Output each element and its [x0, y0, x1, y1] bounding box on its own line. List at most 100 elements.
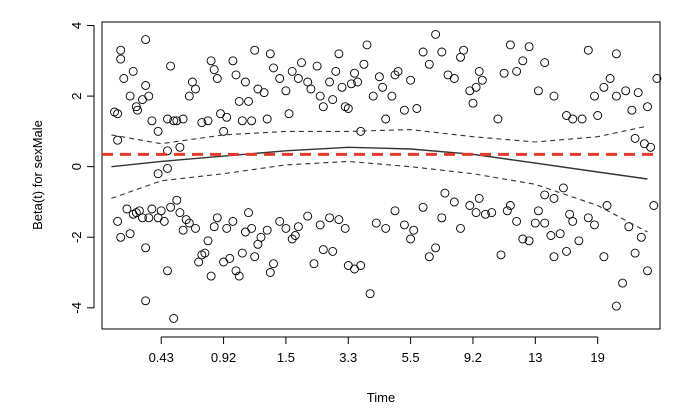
data-point	[209, 65, 219, 75]
data-point	[331, 66, 341, 76]
data-point	[116, 54, 126, 64]
data-point	[350, 68, 359, 78]
data-point	[590, 220, 599, 230]
data-point	[306, 84, 316, 94]
data-point	[611, 49, 621, 59]
data-point	[459, 45, 469, 55]
y-tick-label: -4	[69, 302, 84, 314]
data-point	[275, 216, 285, 226]
data-point	[219, 126, 229, 136]
data-point	[505, 201, 515, 210]
data-point	[128, 209, 138, 219]
data-point	[636, 232, 646, 242]
data-point	[116, 45, 126, 55]
data-point	[231, 266, 241, 276]
data-point	[212, 213, 222, 223]
data-point	[147, 204, 157, 214]
data-point	[138, 213, 147, 223]
data-point	[265, 49, 275, 59]
data-point	[630, 248, 640, 258]
data-point	[346, 79, 356, 89]
data-point	[627, 105, 637, 115]
data-point	[583, 45, 593, 55]
data-point	[406, 75, 416, 85]
data-point	[431, 29, 441, 39]
data-point	[197, 118, 207, 128]
data-point	[110, 107, 119, 117]
data-point	[502, 206, 512, 216]
data-point	[212, 74, 222, 83]
y-axis: -4 -2 0 2 4	[69, 22, 95, 314]
data-point	[315, 91, 325, 101]
data-point	[337, 82, 347, 92]
data-point	[474, 193, 484, 203]
data-point	[334, 49, 344, 59]
data-point	[574, 236, 584, 246]
data-point	[287, 234, 297, 244]
data-point	[624, 222, 634, 232]
data-point	[287, 66, 297, 76]
data-point	[172, 195, 182, 205]
data-point	[633, 88, 643, 98]
data-point	[147, 116, 157, 126]
data-point	[256, 232, 266, 242]
data-point	[599, 252, 609, 262]
data-point	[113, 135, 123, 145]
data-point	[315, 220, 325, 230]
data-point	[449, 197, 459, 207]
data-point	[244, 96, 253, 106]
data-point	[524, 236, 534, 246]
data-point	[611, 91, 621, 101]
data-point	[374, 72, 384, 82]
data-point	[228, 216, 238, 226]
data-point	[611, 301, 621, 311]
data-point	[234, 96, 244, 106]
data-point	[540, 58, 550, 68]
data-point	[630, 133, 640, 143]
data-point	[533, 86, 543, 96]
data-point	[206, 56, 216, 66]
data-point	[393, 66, 403, 76]
data-point	[113, 216, 123, 226]
data-point	[159, 216, 169, 226]
data-point	[222, 112, 232, 122]
data-point	[343, 104, 353, 113]
data-point	[643, 266, 652, 276]
data-point	[406, 234, 416, 244]
data-point	[530, 218, 540, 228]
y-tick-label: 4	[69, 22, 84, 29]
ci-upper-line	[111, 125, 648, 145]
data-point	[440, 188, 450, 198]
data-point	[471, 82, 481, 92]
data-point	[378, 82, 388, 92]
data-point	[353, 77, 363, 87]
data-point	[275, 74, 285, 83]
ci-lower-line	[111, 160, 648, 233]
data-point	[549, 193, 559, 203]
data-point	[518, 234, 528, 244]
data-point	[390, 70, 400, 80]
data-point	[381, 223, 391, 233]
data-point	[133, 105, 142, 115]
data-point	[456, 223, 465, 233]
data-point	[297, 58, 306, 68]
data-point	[474, 66, 484, 76]
data-point	[216, 109, 225, 119]
data-point	[487, 208, 497, 218]
data-point	[468, 98, 478, 108]
data-point	[200, 248, 210, 258]
data-point	[412, 104, 422, 113]
data-point	[549, 252, 559, 262]
data-point	[203, 116, 213, 126]
fit-lines	[102, 125, 660, 233]
data-point	[293, 74, 303, 83]
data-point	[512, 66, 522, 76]
data-point	[178, 225, 188, 235]
data-point	[618, 278, 628, 288]
data-point	[250, 252, 260, 262]
data-point	[409, 225, 419, 235]
data-point	[125, 229, 135, 239]
data-point	[362, 40, 372, 50]
data-point	[471, 208, 481, 218]
data-point	[191, 84, 200, 94]
